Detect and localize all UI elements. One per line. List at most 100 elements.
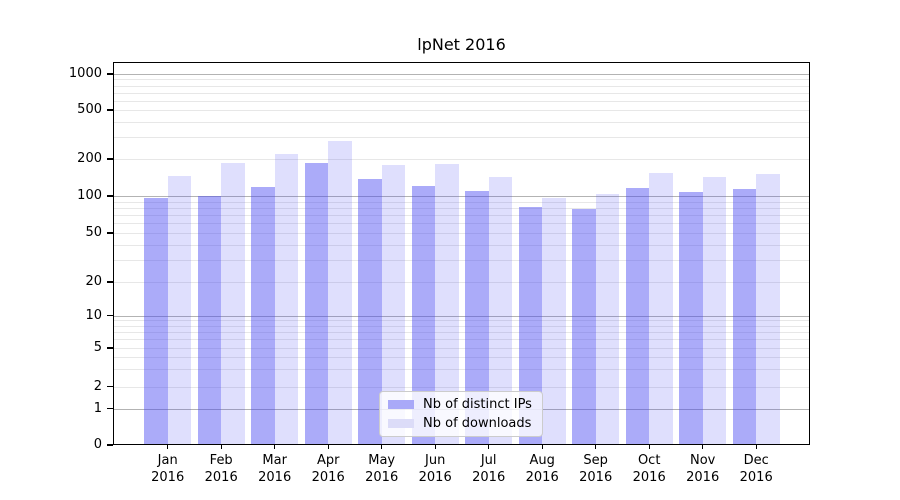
bar-downloads-dec [756, 173, 780, 445]
gridline-minor [113, 320, 810, 322]
x-tick [702, 444, 704, 449]
y-tick [107, 73, 113, 75]
x-tick [220, 444, 222, 449]
x-tick-label: Dec 2016 [739, 453, 773, 485]
bar-distinct-ips-feb [197, 196, 222, 445]
bar-distinct-ips-oct [625, 188, 650, 445]
y-tick [107, 407, 113, 410]
bar-downloads-apr [328, 141, 352, 445]
y-tick [107, 281, 113, 283]
gridline-major [113, 315, 810, 317]
bar-distinct-ips-sep [572, 209, 596, 445]
gridline-minor [113, 100, 810, 102]
x-tick-label: Sep 2016 [579, 453, 613, 485]
x-tick-label: Jun 2016 [418, 453, 452, 485]
legend-label: Nb of downloads [423, 416, 532, 431]
bar-downloads-oct [649, 172, 673, 445]
bar-distinct-ips-dec [732, 189, 757, 445]
x-tick-label: Feb 2016 [204, 453, 238, 485]
y-tick [107, 195, 113, 197]
gridline-minor [113, 159, 810, 160]
gridline-minor [113, 332, 810, 334]
chart-title: lpNet 2016 [417, 35, 506, 54]
y-tick [107, 232, 113, 234]
gridline-minor [113, 339, 810, 341]
x-tick-label: Oct 2016 [632, 453, 666, 485]
x-tick [541, 444, 543, 449]
gridline-minor [113, 110, 810, 111]
x-tick [595, 444, 597, 449]
bar-downloads-jul [488, 176, 513, 445]
x-tick [488, 444, 490, 449]
gridline-minor [113, 92, 810, 94]
gridline-minor [113, 244, 810, 246]
gridline-minor [113, 201, 810, 203]
y-tick-label: 1 [93, 400, 102, 416]
gridline-minor [113, 282, 810, 283]
x-tick [648, 444, 650, 449]
x-tick-label: May 2016 [365, 453, 399, 485]
bar-downloads-jan [167, 175, 192, 445]
y-tick-label: 20 [85, 274, 102, 289]
y-tick [107, 158, 113, 160]
legend-swatch-distinct-ips [388, 400, 414, 409]
x-tick-label: Apr 2016 [311, 453, 345, 485]
bar-downloads-may [381, 164, 406, 445]
bar-downloads-jun [435, 164, 459, 445]
x-tick [274, 444, 276, 449]
legend-swatch-downloads [388, 419, 414, 428]
legend: Nb of distinct IPs Nb of downloads [379, 391, 543, 437]
gridline-minor [113, 207, 810, 209]
bar-downloads-aug [542, 198, 566, 445]
bar-downloads-nov [702, 177, 727, 445]
legend-item-distinct-ips: Nb of distinct IPs [388, 397, 534, 412]
bar-distinct-ips-jun [411, 185, 436, 445]
gridline-major [113, 196, 810, 197]
gridline-minor [113, 357, 810, 359]
x-tick [755, 444, 757, 449]
y-tick-label: 5 [93, 340, 102, 355]
gridline-minor [113, 386, 810, 388]
bar-downloads-feb [221, 163, 245, 445]
y-tick-label: 0 [93, 437, 102, 452]
y-tick [107, 444, 113, 446]
y-tick-label: 200 [77, 151, 102, 166]
x-tick [381, 444, 383, 449]
gridline-minor [113, 233, 810, 234]
gridline-minor [113, 79, 810, 81]
legend-item-downloads: Nb of downloads [388, 416, 534, 431]
bar-distinct-ips-nov [679, 192, 703, 445]
bar-distinct-ips-may [358, 179, 382, 445]
x-tick [327, 444, 329, 449]
x-tick [434, 444, 436, 449]
gridline-minor [113, 215, 810, 217]
bar-downloads-mar [274, 154, 299, 445]
gridline-minor [113, 121, 810, 123]
bar-distinct-ips-mar [251, 187, 275, 445]
gridline-minor [113, 348, 810, 349]
y-tick-label: 10 [85, 307, 102, 323]
y-tick [107, 314, 113, 317]
bar-distinct-ips-jul [465, 191, 489, 445]
y-tick [107, 109, 113, 111]
gridline-minor [113, 85, 810, 87]
y-tick [107, 385, 113, 388]
y-tick-label: 1000 [68, 66, 102, 81]
y-tick-label: 50 [85, 225, 102, 240]
y-tick-label: 500 [77, 102, 102, 117]
legend-label: Nb of distinct IPs [423, 397, 532, 412]
gridline-minor [113, 260, 810, 262]
gridline-major [113, 74, 810, 75]
gridline-minor [113, 223, 810, 225]
x-tick-label: Nov 2016 [686, 453, 720, 485]
bar-downloads-sep [595, 194, 620, 445]
x-tick-label: Jul 2016 [472, 453, 506, 485]
x-tick-label: Mar 2016 [258, 453, 292, 485]
gridline-minor [113, 137, 810, 139]
x-tick-label: Aug 2016 [525, 453, 559, 485]
y-tick-label: 100 [77, 188, 102, 203]
x-tick-label: Jan 2016 [151, 453, 185, 485]
gridline-minor [113, 325, 810, 327]
y-tick [107, 347, 113, 349]
